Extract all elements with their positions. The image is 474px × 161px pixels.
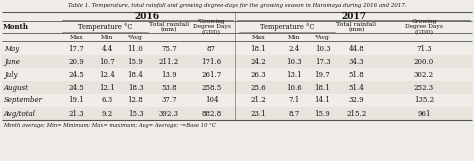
Text: ᵃGrowing
Degree Days
(GDD): ᵃGrowing Degree Days (GDD) bbox=[192, 19, 230, 35]
Text: 19.1: 19.1 bbox=[69, 96, 84, 104]
Text: 53.8: 53.8 bbox=[161, 84, 177, 91]
Text: 37.7: 37.7 bbox=[161, 96, 177, 104]
Text: 10.3: 10.3 bbox=[286, 57, 302, 66]
Text: Temperature °C: Temperature °C bbox=[78, 23, 132, 31]
Text: 12.4: 12.4 bbox=[99, 71, 115, 79]
Text: 20.9: 20.9 bbox=[69, 57, 84, 66]
Text: 34.3: 34.3 bbox=[349, 57, 364, 66]
Text: June: June bbox=[4, 57, 20, 66]
Text: Table 1. Temperature, total rainfall and growing degree-days for the growing sea: Table 1. Temperature, total rainfall and… bbox=[68, 3, 406, 8]
Text: Avg/total: Avg/total bbox=[4, 109, 36, 118]
Text: Temperature °C: Temperature °C bbox=[260, 23, 314, 31]
Text: 21.3: 21.3 bbox=[69, 109, 84, 118]
Text: 882.8: 882.8 bbox=[201, 109, 222, 118]
Text: 9.2: 9.2 bbox=[101, 109, 113, 118]
Text: 51.4: 51.4 bbox=[348, 84, 365, 91]
Text: 12.1: 12.1 bbox=[99, 84, 115, 91]
Text: 961: 961 bbox=[417, 109, 431, 118]
Text: 44.8: 44.8 bbox=[348, 44, 365, 52]
Text: 24.2: 24.2 bbox=[251, 57, 266, 66]
Text: 24.5: 24.5 bbox=[69, 84, 84, 91]
Text: 4.4: 4.4 bbox=[101, 44, 113, 52]
Text: Total rainfall
(mm): Total rainfall (mm) bbox=[337, 22, 376, 33]
Text: 200.0: 200.0 bbox=[414, 57, 434, 66]
Text: 258.5: 258.5 bbox=[201, 84, 222, 91]
Text: 87: 87 bbox=[207, 44, 216, 52]
Text: 135.2: 135.2 bbox=[414, 96, 434, 104]
Bar bbox=[2, 107, 472, 120]
Text: 15.3: 15.3 bbox=[128, 109, 143, 118]
Text: 26.3: 26.3 bbox=[251, 71, 266, 79]
Text: 18.1: 18.1 bbox=[251, 44, 266, 52]
Text: 10.3: 10.3 bbox=[315, 44, 330, 52]
Text: 7.1: 7.1 bbox=[288, 96, 300, 104]
Text: Month: Month bbox=[3, 23, 29, 30]
Bar bbox=[2, 81, 472, 94]
Text: Growing
Degree Days
(GDD): Growing Degree Days (GDD) bbox=[405, 19, 443, 35]
Text: 19.7: 19.7 bbox=[315, 71, 330, 79]
Text: 18.1: 18.1 bbox=[315, 84, 330, 91]
Text: 10.6: 10.6 bbox=[286, 84, 302, 91]
Text: 104: 104 bbox=[205, 96, 218, 104]
Text: 13.1: 13.1 bbox=[286, 71, 302, 79]
Bar bbox=[2, 55, 472, 68]
Text: 75.7: 75.7 bbox=[161, 44, 177, 52]
Text: Min: Min bbox=[288, 34, 300, 39]
Text: 21.2: 21.2 bbox=[251, 96, 266, 104]
Text: 6.3: 6.3 bbox=[101, 96, 112, 104]
Text: 261.7: 261.7 bbox=[201, 71, 222, 79]
Text: 18.4: 18.4 bbox=[128, 71, 143, 79]
Text: 392.3: 392.3 bbox=[159, 109, 179, 118]
Text: 25.6: 25.6 bbox=[251, 84, 266, 91]
Text: July: July bbox=[4, 71, 18, 79]
Bar bbox=[2, 42, 472, 55]
Text: Total rainfall
(mm): Total rainfall (mm) bbox=[149, 22, 189, 33]
Text: Max: Max bbox=[70, 34, 83, 39]
Text: August: August bbox=[4, 84, 29, 91]
Text: 252.3: 252.3 bbox=[414, 84, 434, 91]
Text: *Avg: *Avg bbox=[315, 34, 330, 39]
Bar bbox=[2, 94, 472, 107]
Text: 13.9: 13.9 bbox=[161, 71, 177, 79]
Text: 10.7: 10.7 bbox=[99, 57, 115, 66]
Text: 15.9: 15.9 bbox=[315, 109, 330, 118]
Text: 2016: 2016 bbox=[135, 12, 160, 21]
Text: 15.9: 15.9 bbox=[128, 57, 143, 66]
Text: September: September bbox=[4, 96, 43, 104]
Text: Min: Min bbox=[101, 34, 113, 39]
Text: 51.8: 51.8 bbox=[348, 71, 365, 79]
Text: 12.8: 12.8 bbox=[128, 96, 143, 104]
Text: 71.3: 71.3 bbox=[416, 44, 432, 52]
Text: 171.6: 171.6 bbox=[201, 57, 222, 66]
Text: Max: Max bbox=[252, 34, 265, 39]
Text: 17.7: 17.7 bbox=[69, 44, 84, 52]
Text: *Avg: *Avg bbox=[128, 34, 143, 39]
Text: May: May bbox=[4, 44, 19, 52]
Text: 14.1: 14.1 bbox=[315, 96, 330, 104]
Text: 23.1: 23.1 bbox=[251, 109, 266, 118]
Text: Month average; Min= Minimum; Max= maximum; Avg= Average; ᵃ=Base 10 °C: Month average; Min= Minimum; Max= maximu… bbox=[3, 123, 216, 128]
Text: 211.2: 211.2 bbox=[159, 57, 179, 66]
Text: 8.7: 8.7 bbox=[288, 109, 300, 118]
Text: 2017: 2017 bbox=[341, 12, 366, 21]
Text: 2.4: 2.4 bbox=[288, 44, 300, 52]
Text: 215.2: 215.2 bbox=[346, 109, 366, 118]
Bar bbox=[2, 68, 472, 81]
Text: 32.9: 32.9 bbox=[349, 96, 365, 104]
Text: 18.3: 18.3 bbox=[128, 84, 143, 91]
Text: 11.0: 11.0 bbox=[128, 44, 143, 52]
Text: 24.5: 24.5 bbox=[69, 71, 84, 79]
Text: 17.3: 17.3 bbox=[315, 57, 330, 66]
Text: 302.2: 302.2 bbox=[414, 71, 434, 79]
